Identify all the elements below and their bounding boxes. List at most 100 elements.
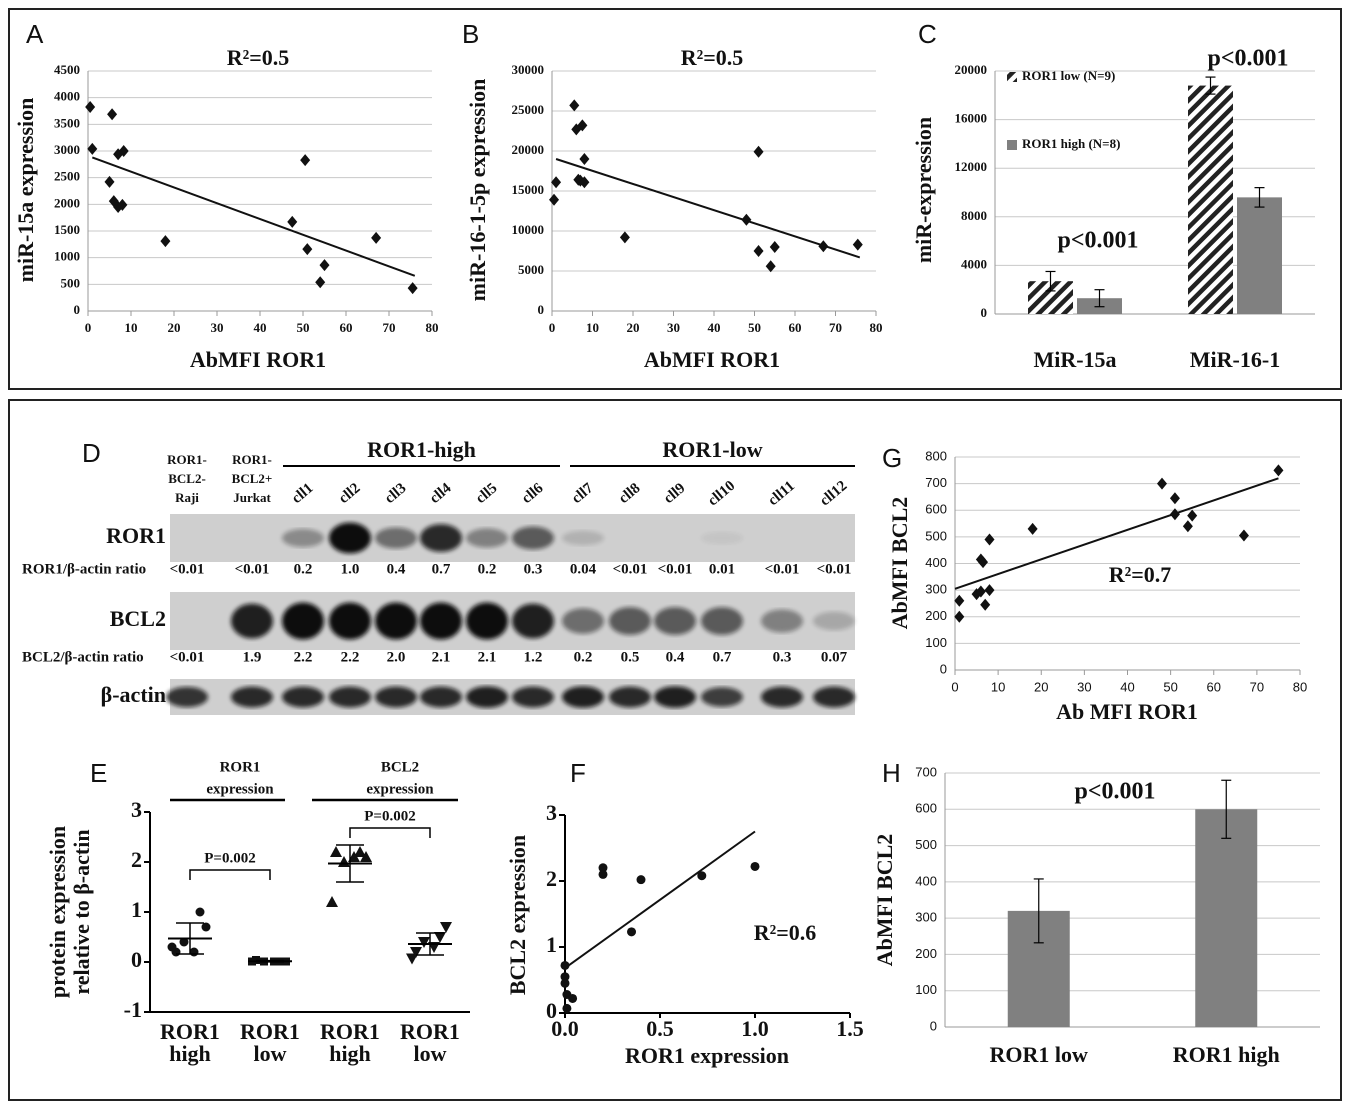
ratio-value: 1.9 bbox=[243, 649, 262, 665]
band bbox=[813, 612, 855, 631]
panel-label: A bbox=[26, 19, 44, 49]
x-tick-label: 40 bbox=[708, 320, 721, 335]
x-tick-label: 70 bbox=[1250, 679, 1264, 694]
x-axis-label: Ab MFI ROR1 bbox=[1056, 699, 1198, 724]
point bbox=[770, 241, 780, 253]
x-category-label: high bbox=[169, 1041, 211, 1066]
point bbox=[160, 235, 170, 247]
y-tick-label: 0 bbox=[74, 302, 81, 317]
ratio-value: 1.2 bbox=[524, 649, 543, 665]
point bbox=[1187, 510, 1197, 522]
y-axis-label: relative to β-actin bbox=[69, 829, 94, 994]
point bbox=[330, 846, 342, 857]
y-tick-label: 700 bbox=[925, 475, 947, 490]
ratio-value: 0.7 bbox=[713, 649, 732, 665]
y-tick-label: 0 bbox=[930, 1018, 937, 1033]
lane-label: cll8 bbox=[616, 480, 644, 507]
y-tick-label: 12000 bbox=[955, 159, 988, 174]
point bbox=[85, 101, 95, 113]
band bbox=[375, 527, 417, 548]
y-tick-label: 0 bbox=[940, 661, 947, 676]
y-tick-label: 2000 bbox=[54, 195, 80, 210]
band bbox=[420, 524, 462, 552]
point bbox=[107, 108, 117, 120]
point bbox=[300, 154, 310, 166]
band bbox=[562, 686, 604, 708]
annotation: R²=0.6 bbox=[754, 920, 817, 945]
bar bbox=[1195, 809, 1257, 1027]
y-tick-label: 500 bbox=[915, 837, 937, 852]
y-tick-label: 8000 bbox=[961, 208, 987, 223]
point bbox=[196, 908, 205, 917]
trend-line bbox=[556, 159, 860, 257]
lane-label: ROR1- bbox=[232, 452, 272, 467]
band bbox=[761, 609, 803, 632]
x-axis-label: AbMFI ROR1 bbox=[644, 347, 780, 372]
band bbox=[512, 604, 554, 639]
bar bbox=[1188, 86, 1233, 314]
x-tick-label: 70 bbox=[383, 320, 396, 335]
x-category-label: low bbox=[414, 1041, 447, 1066]
annotation: p<0.001 bbox=[1207, 46, 1288, 72]
point bbox=[620, 231, 630, 243]
point bbox=[287, 216, 297, 228]
x-tick-label: 70 bbox=[829, 320, 842, 335]
legend-swatch bbox=[1007, 72, 1017, 82]
y-tick-label: 4500 bbox=[54, 62, 80, 77]
y-tick-label: 800 bbox=[925, 448, 947, 463]
point bbox=[697, 871, 706, 880]
x-category-label: MiR-15a bbox=[1033, 347, 1116, 372]
band bbox=[701, 687, 743, 706]
x-axis-label: AbMFI ROR1 bbox=[190, 347, 326, 372]
x-category-label: low bbox=[254, 1041, 287, 1066]
point bbox=[320, 259, 330, 271]
group-label: ROR1-high bbox=[367, 437, 476, 462]
y-tick-label: 0 bbox=[538, 302, 545, 317]
band bbox=[282, 529, 324, 547]
point bbox=[853, 239, 863, 251]
lane-label: cll11 bbox=[765, 478, 798, 509]
lane-label: cll7 bbox=[569, 480, 597, 507]
bottom-frame bbox=[9, 400, 1341, 1100]
y-tick-label: 200 bbox=[915, 946, 937, 961]
band bbox=[512, 687, 554, 708]
y-axis-label: BCL2 expression bbox=[505, 835, 530, 995]
ratio-row-label: BCL2/β-actin ratio bbox=[22, 649, 144, 665]
group-label: expression bbox=[366, 781, 434, 797]
x-tick-label: 10 bbox=[125, 320, 138, 335]
x-category-label: MiR-16-1 bbox=[1190, 347, 1280, 372]
point bbox=[551, 176, 561, 188]
lane-label: cll6 bbox=[519, 480, 547, 507]
y-axis-label: miR-16-1-5p expression bbox=[465, 79, 490, 302]
point bbox=[1273, 464, 1283, 476]
y-tick-label: 3000 bbox=[54, 142, 80, 157]
y-tick-label: -1 bbox=[124, 997, 142, 1022]
panel-label: C bbox=[918, 19, 937, 49]
y-tick-label: 3 bbox=[546, 800, 557, 825]
band bbox=[761, 687, 803, 708]
point bbox=[371, 232, 381, 244]
point bbox=[302, 243, 312, 255]
x-tick-label: 1.0 bbox=[741, 1016, 769, 1041]
x-tick-label: 20 bbox=[627, 320, 640, 335]
band bbox=[420, 687, 462, 708]
panel-label: D bbox=[82, 438, 101, 468]
band bbox=[701, 607, 743, 635]
ratio-value: 2.2 bbox=[341, 649, 360, 665]
point bbox=[561, 961, 570, 970]
trend-line bbox=[565, 832, 755, 969]
x-tick-label: 0.5 bbox=[646, 1016, 674, 1041]
group-label: ROR1-low bbox=[662, 437, 762, 462]
point bbox=[754, 245, 764, 257]
band bbox=[562, 608, 604, 634]
y-tick-label: 0 bbox=[131, 947, 142, 972]
y-tick-label: 1 bbox=[131, 897, 142, 922]
y-axis-label: AbMFI BCL2 bbox=[887, 497, 912, 630]
point bbox=[1028, 523, 1038, 535]
y-axis-label: miR-expression bbox=[911, 117, 936, 263]
y-tick-label: 500 bbox=[925, 528, 947, 543]
y-tick-label: 100 bbox=[925, 635, 947, 650]
comparison-label: P=0.002 bbox=[204, 850, 255, 866]
point bbox=[549, 194, 559, 206]
y-tick-label: 5000 bbox=[518, 262, 544, 277]
